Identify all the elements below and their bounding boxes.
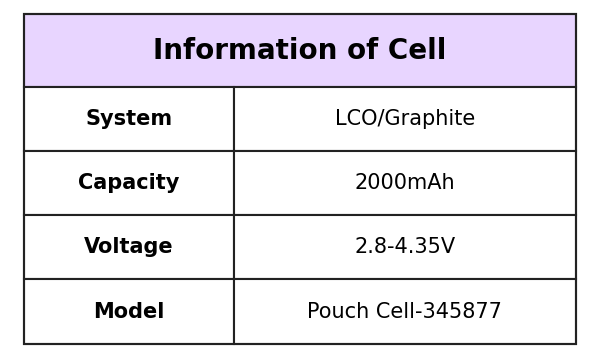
Text: Pouch Cell-345877: Pouch Cell-345877 <box>307 301 502 321</box>
Bar <box>24 87 234 151</box>
Text: 2.8-4.35V: 2.8-4.35V <box>355 237 455 257</box>
Bar <box>24 14 576 87</box>
Text: System: System <box>85 109 172 129</box>
Text: Information of Cell: Information of Cell <box>154 37 446 64</box>
Bar <box>234 215 576 280</box>
Bar <box>24 280 234 344</box>
Bar <box>24 151 234 215</box>
Text: Capacity: Capacity <box>78 173 179 193</box>
Text: Voltage: Voltage <box>84 237 173 257</box>
Bar <box>234 151 576 215</box>
Bar <box>24 215 234 280</box>
Text: 2000mAh: 2000mAh <box>355 173 455 193</box>
Bar <box>234 87 576 151</box>
Text: LCO/Graphite: LCO/Graphite <box>335 109 475 129</box>
Text: Model: Model <box>93 301 164 321</box>
Bar <box>234 280 576 344</box>
